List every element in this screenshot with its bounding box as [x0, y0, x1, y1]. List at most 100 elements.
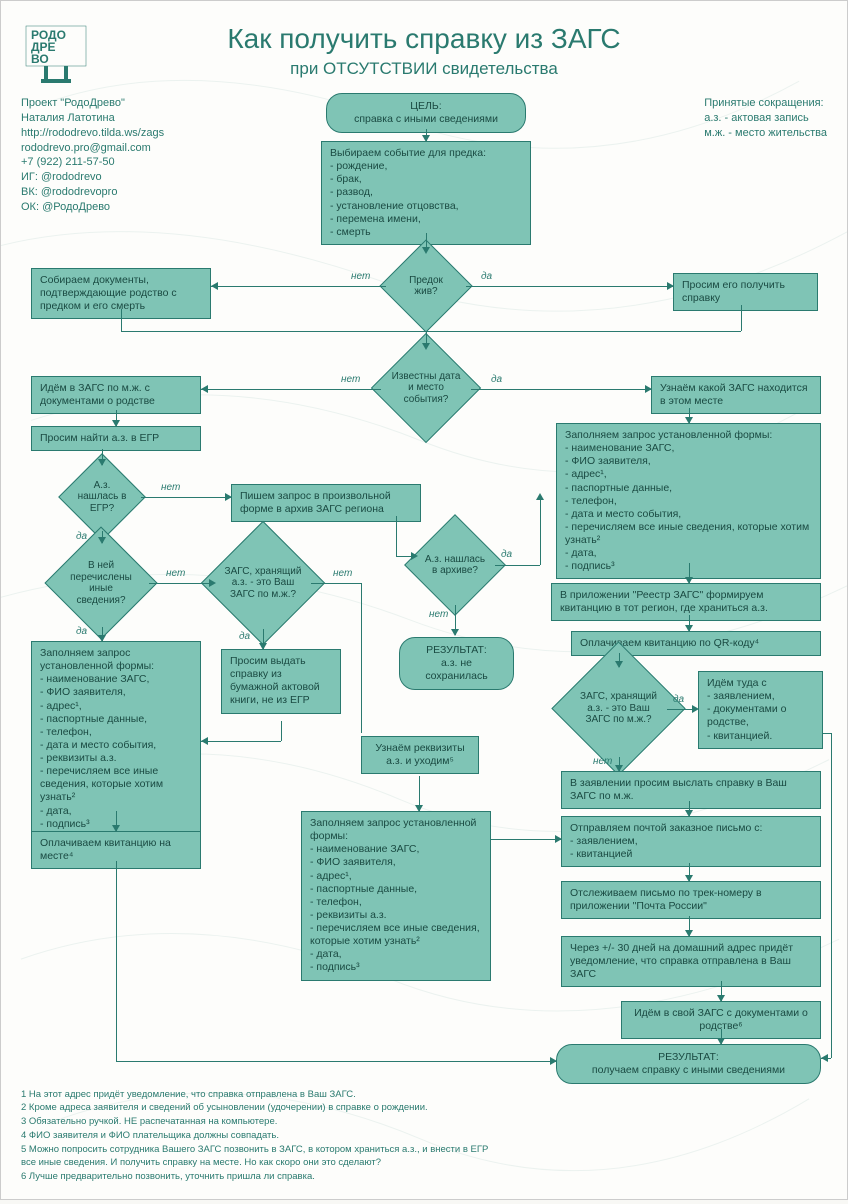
arrowhead-icon: [536, 493, 544, 500]
node-fill-form-center: Заполняем запрос установленной формы:- н…: [301, 811, 491, 981]
contact-vk: ВК: @rododrevopro: [21, 185, 164, 200]
node-alive: Предок жив?: [393, 253, 459, 319]
arrowhead-icon: [201, 737, 208, 745]
edge: [831, 733, 832, 1058]
arrowhead-icon: [685, 930, 693, 937]
edge-label-yes: да: [491, 374, 502, 385]
flowchart-page: РОДО ДРЕ ВО Как получить справку из ЗАГС…: [0, 0, 848, 1200]
arrowhead-icon: [667, 282, 674, 290]
edge-label-yes: да: [239, 631, 250, 642]
edge-label-no: нет: [351, 271, 370, 282]
node-find-which-zags: Узнаём какой ЗАГС находится в этом месте: [651, 376, 821, 414]
footnote-2: 2 Кроме адреса заявителя и сведений об у…: [21, 1101, 501, 1115]
edge: [116, 861, 117, 1061]
edge-label-yes: да: [76, 531, 87, 542]
edge-label-no: нет: [429, 609, 448, 620]
arrowhead-icon: [555, 835, 562, 843]
footnote-1: 1 На этот адрес придёт уведомление, что …: [21, 1088, 501, 1102]
page-subtitle: при ОТСУТСТВИИ свидетельства: [1, 59, 847, 79]
arrowhead-icon: [685, 810, 693, 817]
node-result-lost: РЕЗУЛЬТАТ:а.з. не сохранилась: [399, 637, 514, 690]
edge: [149, 583, 214, 584]
node-az-archive: А.з. нашлась в архиве?: [419, 529, 491, 601]
edge: [121, 309, 122, 331]
node-reestr-zags: В приложении "Реестр ЗАГС" формируем кви…: [551, 583, 821, 621]
arrowhead-icon: [821, 1054, 828, 1062]
arrowhead-icon: [685, 417, 693, 424]
edge-label-no: нет: [341, 374, 360, 385]
edge-label-yes: да: [673, 694, 684, 705]
edge: [491, 839, 561, 840]
node-fill-form-right: Заполняем запрос установленной формы:- н…: [556, 423, 821, 579]
edge: [121, 331, 741, 332]
arrowhead-icon: [112, 420, 120, 427]
edge: [361, 583, 362, 733]
arrowhead-icon: [717, 1038, 725, 1045]
edge: [281, 721, 282, 741]
abbr-heading: Принятые сокращения:: [704, 96, 827, 111]
node-other-info: В ней перечислены иные сведения?: [61, 543, 141, 623]
edge: [311, 583, 361, 584]
arrowhead-icon: [685, 875, 693, 882]
edge: [540, 499, 541, 565]
node-az-in-egr: А.з. нашлась в ЕГР?: [71, 466, 133, 528]
node-goal: ЦЕЛЬ:справка с иными сведениями: [326, 93, 526, 133]
contact-email: rododrevo.pro@gmail.com: [21, 141, 164, 156]
contact-ig: ИГ: @rododrevo: [21, 170, 164, 185]
edge-label-no: нет: [161, 482, 180, 493]
contact-block: Проект "РодоДрево" Наталия Латотина http…: [21, 96, 164, 215]
arrowhead-icon: [685, 577, 693, 584]
arrowhead-icon: [211, 282, 218, 290]
abbr-1: а.з. - актовая запись: [704, 111, 827, 126]
node-zags-yours: ЗАГС, хранящий а.з. - это Ваш ЗАГС по м.…: [219, 539, 307, 627]
edge-label-no: нет: [333, 568, 352, 579]
edge-label-yes: да: [76, 626, 87, 637]
edge: [466, 286, 673, 287]
abbr-2: м.ж. - место жительства: [704, 126, 827, 141]
arrowhead-icon: [259, 643, 267, 650]
edge-label-yes: да: [481, 271, 492, 282]
node-learn-req: Узнаём реквизиты а.з. и уходим⁵: [361, 736, 479, 774]
node-send-mail: Отправляем почтой заказное письмо с:- за…: [561, 816, 821, 867]
node-result-final: РЕЗУЛЬТАТ:получаем справку с иными сведе…: [556, 1044, 821, 1084]
arrowhead-icon: [411, 552, 418, 560]
footnote-5: 5 Можно попросить сотрудника Вашего ЗАГС…: [21, 1143, 501, 1171]
contact-phone: +7 (922) 211-57-50: [21, 155, 164, 170]
arrowhead-icon: [645, 385, 652, 393]
node-wait-30: Через +/- 30 дней на домашний адрес прид…: [561, 936, 821, 987]
arrowhead-icon: [98, 459, 106, 466]
edge: [201, 741, 281, 742]
edge: [141, 497, 231, 498]
edge: [741, 305, 742, 331]
node-ask-find-egr: Просим найти а.з. в ЕГР: [31, 426, 201, 451]
edge: [116, 1061, 556, 1062]
contact-project: Проект "РодоДрево": [21, 96, 164, 111]
footnote-6: 6 Лучше предварительно позвонить, уточни…: [21, 1170, 501, 1184]
arrowhead-icon: [415, 805, 423, 812]
arrowhead-icon: [717, 995, 725, 1002]
contact-ok: ОК: @РодоДрево: [21, 200, 164, 215]
edge: [823, 733, 831, 734]
footnote-4: 4 ФИО заявителя и ФИО плательщика должны…: [21, 1129, 501, 1143]
edge: [211, 286, 386, 287]
footnote-3: 3 Обязательно ручкой. НЕ распечатанная н…: [21, 1115, 501, 1129]
node-choose-event: Выбираем событие для предка:- рождение,-…: [321, 141, 531, 245]
node-track-mail: Отслеживаем письмо по трек-номеру в прил…: [561, 881, 821, 919]
edge-label-no: нет: [593, 756, 612, 767]
arrowhead-icon: [685, 625, 693, 632]
node-fill-form-left: Заполняем запрос установленной формы:- н…: [31, 641, 201, 837]
contact-author: Наталия Латотина: [21, 111, 164, 126]
node-write-freeform: Пишем запрос в произвольной форме в архи…: [231, 484, 421, 522]
arrowhead-icon: [225, 493, 232, 501]
node-zags-yours2: ЗАГС, хранящий а.з. - это Ваш ЗАГС по м.…: [571, 661, 666, 756]
arrowhead-icon: [98, 635, 106, 642]
arrowhead-icon: [201, 385, 208, 393]
arrowhead-icon: [615, 765, 623, 772]
arrowhead-icon: [550, 1057, 557, 1065]
arrowhead-icon: [112, 825, 120, 832]
node-go-zags-mj: Идём в ЗАГС по м.ж. с документами о родс…: [31, 376, 201, 414]
arrowhead-icon: [422, 135, 430, 142]
edge: [471, 389, 651, 390]
node-go-there: Идём туда с- заявлением,- документами о …: [698, 671, 823, 749]
edge: [396, 516, 397, 556]
